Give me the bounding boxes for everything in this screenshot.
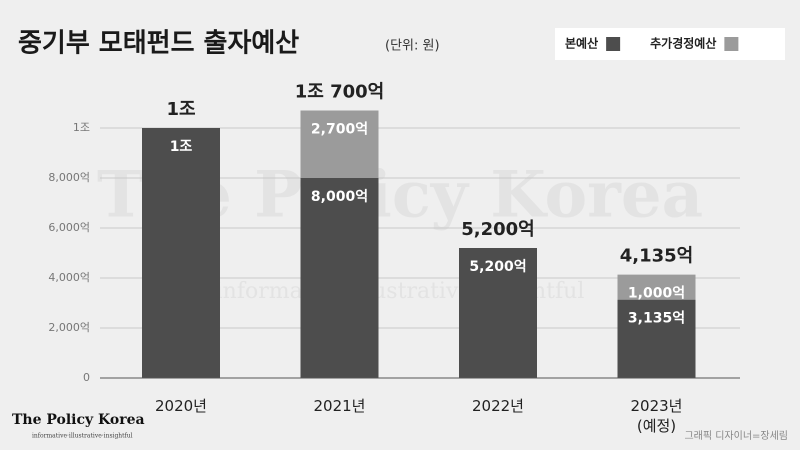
chart-subtitle: (단위: 원) <box>385 39 440 54</box>
bar-segment <box>459 248 537 378</box>
bar-value-label: 5,200억 <box>469 259 526 275</box>
bar-value-label: 3,135억 <box>628 311 685 327</box>
bar-value-label: 8,000억 <box>311 189 368 205</box>
bar-value-label: 2,700억 <box>311 122 368 138</box>
x-tick-label: 2020년 <box>155 397 207 415</box>
legend-box <box>555 28 785 60</box>
bar-segment <box>617 299 696 378</box>
x-tick-label: 2023년 (예정) <box>630 397 683 435</box>
y-tick-label: 8,000억 <box>48 171 90 184</box>
total-label: 1조 <box>166 99 195 120</box>
x-tick-label: 2021년 <box>313 397 366 415</box>
logo: The Policy Korea <box>12 412 145 428</box>
bar-segment <box>300 178 379 378</box>
bar-value-label: 1,000억 <box>628 286 685 302</box>
total-label: 1조 700억 <box>295 82 384 103</box>
bar-segment <box>142 128 220 378</box>
total-label: 5,200억 <box>461 219 535 240</box>
logo-tagline: informative·illustrative·insightful <box>32 433 133 440</box>
legend-label: 본예산 <box>565 36 598 51</box>
y-tick-label: 1조 <box>73 121 90 134</box>
y-tick-label: 4,000억 <box>48 271 90 284</box>
total-label: 4,135억 <box>620 246 694 267</box>
bar-segment <box>617 274 696 300</box>
y-tick-label: 6,000억 <box>48 221 90 234</box>
credit: 그래픽 디자이너=장세림 <box>684 430 788 442</box>
legend-label: 추가경정예산 <box>650 36 716 51</box>
y-tick-label: 0 <box>83 371 90 384</box>
x-tick-label: 2022년 <box>472 397 524 415</box>
legend-swatch <box>606 37 621 51</box>
bar-segment <box>300 110 379 178</box>
chart-title: 중기부 모태펀드 출자예산 <box>18 29 299 59</box>
legend-swatch <box>724 37 739 51</box>
y-tick-label: 2,000억 <box>48 321 90 334</box>
bar-value-label: 1조 <box>170 139 193 155</box>
